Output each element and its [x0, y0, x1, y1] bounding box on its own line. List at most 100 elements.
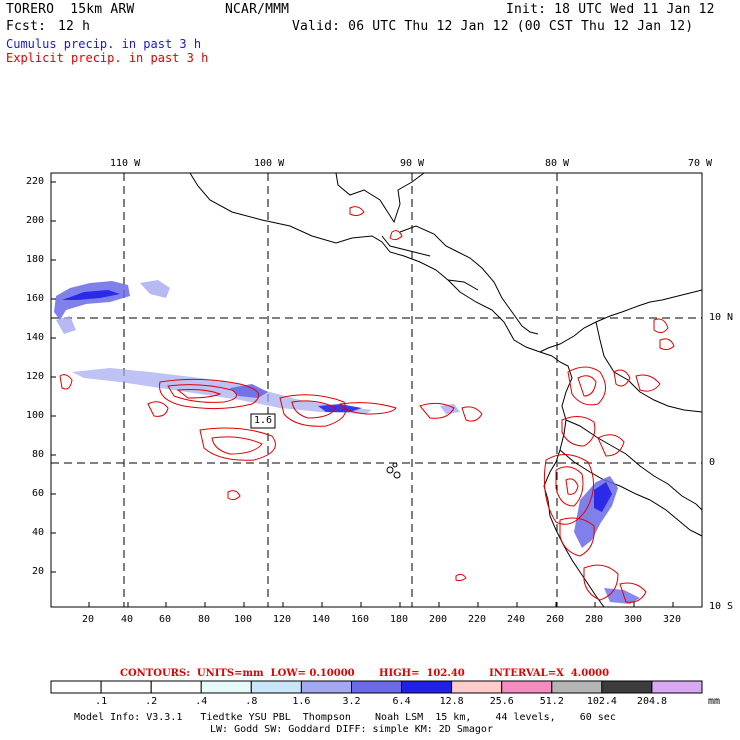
colorbar-label: .1 [95, 696, 108, 707]
y-tick-80: 80 [32, 449, 45, 460]
y-tick-20: 20 [32, 566, 45, 577]
caribbean-coast [399, 225, 539, 335]
colorbar-label: .4 [195, 696, 208, 707]
colorbar-swatch [100, 680, 152, 694]
colorbar-swatch [351, 680, 403, 694]
colorbar-swatch [601, 680, 653, 694]
legend-explicit: Explicit precip. in past 3 h [6, 51, 209, 65]
yucatan-coast [335, 172, 425, 224]
colorbar-label: 1.6 [292, 696, 311, 707]
top-axis-label-110w: 110 W [110, 158, 141, 169]
venezuela-border [595, 321, 703, 413]
galapagos-3 [392, 462, 398, 468]
model-info-line2: LW: Godd SW: Goddard DIFF: simple KM: 2D… [210, 724, 493, 735]
contour-value-label: 1.6 [254, 415, 273, 426]
colorbar-label: 204.8 [636, 696, 668, 707]
colorbar-swatch [50, 680, 102, 694]
colorbar-swatch [300, 680, 352, 694]
pacific-coast [189, 172, 553, 357]
y-ticks [51, 181, 56, 573]
central-america-border [381, 235, 431, 257]
graticule [51, 173, 702, 607]
x-tick-220: 220 [468, 614, 487, 625]
cumulus-band-itcz [72, 368, 372, 414]
galapagos-1 [386, 466, 394, 474]
right-axis-label-10n: 10 N [709, 312, 734, 323]
x-tick-100: 100 [234, 614, 253, 625]
nicaragua-border [447, 279, 479, 291]
cumulus-area-nw [54, 281, 130, 320]
x-tick-120: 120 [273, 614, 292, 625]
y-tick-100: 100 [26, 410, 45, 421]
x-tick-60: 60 [159, 614, 172, 625]
colorbar-label: .2 [145, 696, 158, 707]
y-tick-200: 200 [26, 215, 45, 226]
contour-colombia-north [567, 366, 606, 406]
colorbar-swatch [250, 680, 302, 694]
galapagos-2 [393, 471, 401, 479]
x-tick-240: 240 [507, 614, 526, 625]
caribbean-sa-coast [539, 289, 703, 353]
colorbar-swatch [150, 680, 202, 694]
contours-info: CONTOURS: UNITS=mm LOW= 0.10000 HIGH= 10… [120, 668, 610, 679]
contour-peru [583, 564, 619, 601]
colorbar-swatch [451, 680, 503, 694]
colorbar-swatch [551, 680, 603, 694]
x-tick-180: 180 [390, 614, 409, 625]
forecast-label: Fcst: [6, 19, 47, 34]
colorbar-swatch [200, 680, 252, 694]
x-tick-320: 320 [663, 614, 682, 625]
y-tick-220: 220 [26, 176, 45, 187]
contour-itcz-south [199, 427, 276, 461]
colombia-peru-border [565, 419, 703, 511]
map-frame [50, 172, 703, 608]
colorbar-label: .8 [245, 696, 258, 707]
contour-ecuador [543, 454, 594, 525]
ecuador-peru-border [559, 449, 703, 537]
valid-time: Valid: 06 UTC Thu 12 Jan 12 (00 CST Thu … [292, 19, 694, 34]
colorbar-swatch [401, 680, 453, 694]
x-tick-140: 140 [312, 614, 331, 625]
colorbar-label: 102.4 [586, 696, 617, 707]
x-tick-80: 80 [198, 614, 211, 625]
contour-itcz-west [159, 378, 260, 410]
model-name: TORERO 15km ARW [6, 2, 135, 17]
x-tick-280: 280 [585, 614, 604, 625]
top-axis-label-70w: 70 W [688, 158, 713, 169]
colorbar-unit: mm [708, 696, 721, 707]
x-tick-20: 20 [82, 614, 95, 625]
x-tick-40: 40 [121, 614, 134, 625]
x-ticks [88, 602, 674, 607]
x-tick-260: 260 [546, 614, 565, 625]
org-name: NCAR/MMM [225, 2, 290, 17]
colorbar [50, 680, 703, 694]
colorbar-label: 12.8 [439, 696, 464, 707]
y-tick-60: 60 [32, 488, 45, 499]
y-tick-40: 40 [32, 527, 45, 538]
x-tick-300: 300 [624, 614, 643, 625]
top-axis-label-90w: 90 W [400, 158, 425, 169]
coastlines [189, 172, 703, 608]
colorbar-label: 6.4 [392, 696, 411, 707]
y-tick-180: 180 [26, 254, 45, 265]
colorbar-label: 25.6 [489, 696, 514, 707]
colorbar-label: 3.2 [342, 696, 361, 707]
x-tick-160: 160 [351, 614, 370, 625]
colorbar-swatch [501, 680, 553, 694]
init-time: Init: 18 UTC Wed 11 Jan 12 [506, 2, 715, 17]
top-axis-label-80w: 80 W [545, 158, 570, 169]
right-axis-label-10s: 10 S [709, 601, 734, 612]
forecast-hour: 12 h [58, 19, 91, 34]
legend-cumulus: Cumulus precip. in past 3 h [6, 37, 202, 51]
model-info-line1: Model Info: V3.3.1 Tiedtke YSU PBL Thomp… [74, 712, 616, 723]
right-axis-label-0: 0 [709, 457, 716, 468]
colorbar-label: 51.2 [539, 696, 564, 707]
y-tick-160: 160 [26, 293, 45, 304]
contour-label-box [250, 413, 276, 429]
y-tick-140: 140 [26, 332, 45, 343]
top-axis-label-100w: 100 W [254, 158, 285, 169]
contour-itcz-mid [279, 394, 347, 427]
explicit-precip-contours [59, 206, 675, 603]
x-tick-200: 200 [429, 614, 448, 625]
